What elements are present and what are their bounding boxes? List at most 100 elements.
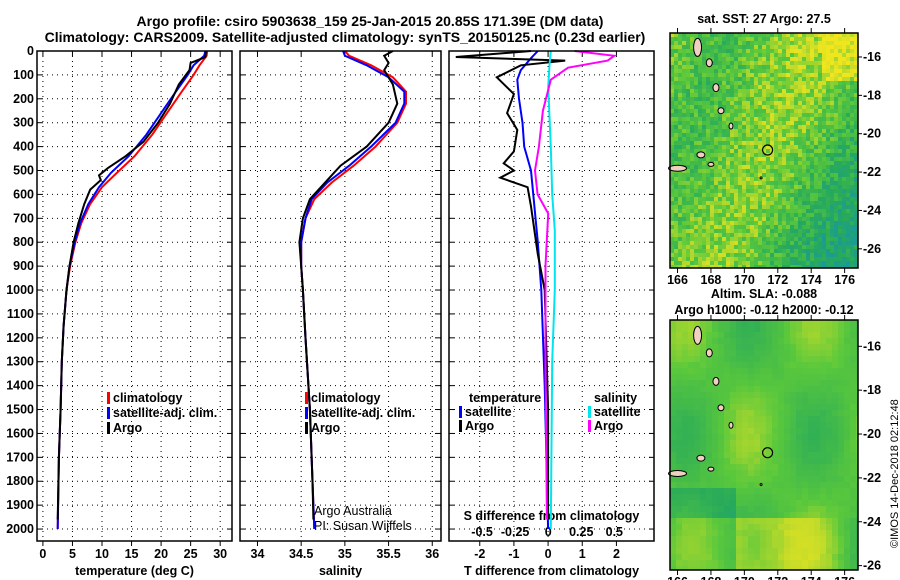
- map-cell: [770, 69, 774, 73]
- map-cell: [844, 536, 850, 542]
- map-cell: [682, 380, 688, 386]
- map-cell: [688, 374, 694, 380]
- map-cell: [782, 121, 786, 125]
- map-cell: [694, 428, 700, 434]
- map-cell: [790, 253, 794, 257]
- map-cell: [670, 185, 674, 189]
- map-cell: [682, 542, 688, 548]
- map-cell: [838, 157, 842, 161]
- map-cell: [830, 73, 834, 77]
- map-cell: [676, 386, 682, 392]
- map-cell: [742, 61, 746, 65]
- map-cell: [850, 488, 856, 494]
- map-cell: [774, 77, 778, 81]
- map-cell: [734, 109, 738, 113]
- legend-swatch: [107, 407, 110, 419]
- map-cell: [748, 494, 754, 500]
- map-cell: [676, 548, 682, 554]
- map-cell: [798, 49, 802, 53]
- map-cell: [802, 253, 806, 257]
- map-cell: [838, 542, 844, 548]
- legend-label: satellite-adj. clim.: [113, 406, 217, 420]
- map-cell: [694, 470, 700, 476]
- map-cell: [826, 398, 832, 404]
- map-cell: [838, 73, 842, 77]
- map-cell: [806, 209, 810, 213]
- map-cell: [790, 548, 796, 554]
- map-cell: [820, 500, 826, 506]
- map-cell: [706, 386, 712, 392]
- map-cell: [694, 374, 700, 380]
- map-cell: [790, 434, 796, 440]
- map-cell: [822, 265, 826, 268]
- map-cell: [742, 241, 746, 245]
- map-cell: [726, 101, 730, 105]
- map-cell: [724, 566, 730, 570]
- map-cell: [694, 416, 700, 422]
- map-cell: [682, 197, 686, 201]
- map-cell: [794, 157, 798, 161]
- map-cell: [754, 109, 758, 113]
- map-cell: [710, 45, 714, 49]
- map-cell: [822, 173, 826, 177]
- map-cell: [670, 181, 674, 185]
- map-cell: [706, 129, 710, 133]
- map-cell: [754, 416, 760, 422]
- map-cell: [790, 320, 796, 326]
- map-cell: [790, 81, 794, 85]
- map-cell: [748, 410, 754, 416]
- map-cell: [714, 149, 718, 153]
- map-cell: [822, 241, 826, 245]
- map-cell: [694, 165, 698, 169]
- map-cell: [674, 65, 678, 69]
- map-cell: [690, 97, 694, 101]
- map-cell: [730, 129, 734, 133]
- map-cell: [758, 189, 762, 193]
- map-cell: [838, 81, 842, 85]
- map-cell: [822, 109, 826, 113]
- map-cell: [718, 57, 722, 61]
- map-cell: [702, 129, 706, 133]
- map-cell: [706, 125, 710, 129]
- map-cell: [738, 37, 742, 41]
- map-cell: [784, 380, 790, 386]
- map-cell: [762, 69, 766, 73]
- map-cell: [826, 237, 830, 241]
- map-cell: [782, 261, 786, 265]
- map-cell: [742, 249, 746, 253]
- map-cell: [730, 169, 734, 173]
- map-cell: [846, 69, 850, 73]
- map-cell: [670, 253, 674, 257]
- map-cell: [762, 245, 766, 249]
- map-cell: [718, 237, 722, 241]
- map-cell: [738, 49, 742, 53]
- map-cell: [678, 45, 682, 49]
- map-cell: [722, 153, 726, 157]
- map-cell: [774, 165, 778, 169]
- map-cell: [710, 93, 714, 97]
- map-cell: [710, 245, 714, 249]
- map-cell: [796, 434, 802, 440]
- map-cell: [846, 189, 850, 193]
- map-cell: [806, 217, 810, 221]
- map-cell: [806, 133, 810, 137]
- map-cell: [718, 488, 724, 494]
- map-cell: [842, 117, 846, 121]
- map-cell: [718, 422, 724, 428]
- map-cell: [674, 261, 678, 265]
- map-cell: [784, 458, 790, 464]
- map-cell: [734, 185, 738, 189]
- map-cell: [838, 320, 844, 326]
- map-cell: [670, 338, 676, 344]
- map-cell: [670, 257, 674, 261]
- map-cell: [748, 332, 754, 338]
- map-cell: [854, 229, 858, 233]
- map-cell: [772, 530, 778, 536]
- map-cell: [702, 261, 706, 265]
- map-cell: [766, 265, 770, 268]
- map-cell: [814, 237, 818, 241]
- map-cell: [748, 500, 754, 506]
- map-cell: [814, 440, 820, 446]
- map-cell: [774, 245, 778, 249]
- map-cell: [826, 225, 830, 229]
